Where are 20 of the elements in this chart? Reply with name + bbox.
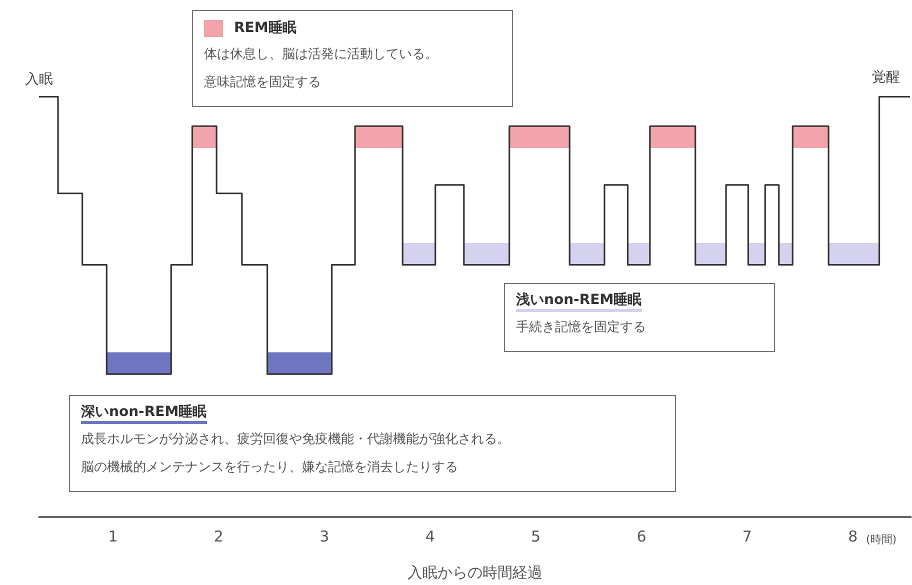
annotation: 成長ホルモンが分泌され、疲労回復や免疫機能・代謝機能が強化される。 [81, 431, 511, 449]
x-tick-label: 5 [531, 528, 541, 546]
annotation: 脳の機械的メンテナンスを行ったり、嫌な記憶を消去したりする [81, 459, 459, 477]
x-tick-label: 6 [636, 528, 646, 546]
annotation: 入眠 [25, 72, 53, 88]
text: 意味記憶を固定する [204, 74, 322, 92]
x-tick-label: 3 [320, 528, 330, 546]
text: REM睡眠 [234, 19, 296, 37]
x-tick-label: 7 [742, 528, 752, 546]
x-axis-title: 入眠からの時間経過 [408, 564, 542, 582]
x-tick-label: 2 [214, 528, 224, 546]
text: 体は休息し、脳は活発に活動している。 [204, 46, 439, 64]
x-tick-label: 1 [108, 528, 118, 546]
annotation: 浅いnon-REM睡眠 [516, 290, 642, 312]
text: (時間) [866, 532, 897, 547]
annotation: 深いnon-REM睡眠 [81, 402, 207, 424]
x-tick-label: 4 [425, 528, 435, 546]
x-tick-label: 8 [848, 528, 858, 546]
annotation: 手続き記憶を固定する [516, 319, 647, 337]
annotation: 覚醒 [872, 70, 900, 86]
